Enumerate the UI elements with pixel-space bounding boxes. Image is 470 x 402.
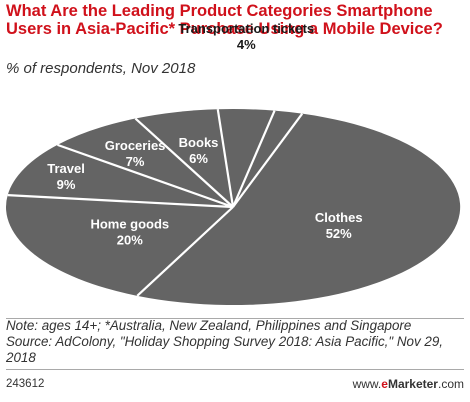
slice-separator [7, 194, 234, 209]
pie-slice-transportation-tickets [217, 109, 275, 207]
notes-divider [6, 318, 464, 319]
slice-label-clothes: Clothes [315, 210, 363, 225]
slice-label-event-tickets: Event tickets [324, 86, 404, 101]
slice-separators [7, 109, 304, 297]
slice-value-transportation-tickets: 4% [237, 37, 256, 52]
chart-subtitle: % of respondents, Nov 2018 [6, 60, 196, 77]
footer: 243612 www.eMarketer.com [0, 370, 470, 402]
source-line: Source: AdColony, "Holiday Shopping Surv… [6, 334, 443, 365]
slice-separator [231, 110, 276, 208]
slice-separator [57, 143, 234, 209]
brand-accent: e [381, 377, 388, 391]
pie-slice-clothes [137, 113, 461, 306]
chart-notes: Note: ages 14+; *Australia, New Zealand,… [6, 318, 464, 366]
slice-label-books: Books [179, 135, 219, 150]
slice-separator [136, 206, 234, 297]
note-line: Note: ages 14+; *Australia, New Zealand,… [6, 318, 412, 333]
slice-label-home-goods: Home goods [90, 217, 169, 232]
slice-separator [216, 109, 235, 208]
slice-value-clothes: 52% [326, 226, 352, 241]
slice-label-transportation-tickets: Transportation tickets [178, 21, 314, 36]
slice-label-groceries: Groceries [105, 138, 166, 153]
slice-value-books: 6% [189, 151, 208, 166]
pie-slice-groceries [57, 118, 234, 207]
pie-slice-travel [7, 144, 234, 207]
slice-label-travel: Travel [47, 161, 85, 176]
brand-name: Marketer [387, 377, 438, 391]
slice-value-event-tickets: 2% [324, 102, 343, 117]
slice-value-groceries: 7% [126, 154, 145, 169]
slice-value-travel: 9% [57, 177, 76, 192]
slice-separator [134, 117, 234, 208]
pie-slice-books [135, 109, 233, 207]
brand-prefix: www. [352, 377, 382, 391]
chart-title: What Are the Leading Product Categories … [6, 2, 443, 38]
chart-id: 243612 [6, 378, 45, 390]
brand-suffix: .com [437, 377, 464, 391]
pie-slice-home-goods [6, 195, 234, 296]
emarketer-link[interactable]: www.eMarketer.com [353, 377, 464, 391]
footer-divider [6, 369, 464, 370]
slice-value-home-goods: 20% [117, 233, 143, 248]
slice-separator [232, 113, 304, 208]
